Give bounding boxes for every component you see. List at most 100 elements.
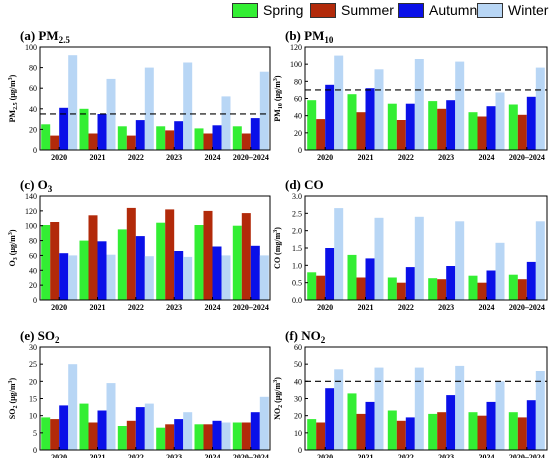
y-tick-label: 0 <box>33 296 37 305</box>
legend-swatch-winter <box>477 3 503 18</box>
bar-winter-2021 <box>374 217 384 300</box>
bar-summer-2020–2024 <box>241 133 251 150</box>
bar-summer-2024 <box>203 210 213 300</box>
x-tick-label: 2020–2024 <box>233 303 269 312</box>
bar-autumn-2022 <box>135 236 145 300</box>
bar-autumn-2020 <box>59 253 69 300</box>
x-tick-label: 2022 <box>128 153 144 162</box>
y-tick-label: 100 <box>25 43 37 52</box>
y-tick-label: 60 <box>294 343 302 352</box>
y-tick-label: 140 <box>25 192 37 201</box>
bar-autumn-2020–2024 <box>526 96 536 150</box>
panel-title: (b) PM10 <box>285 28 334 45</box>
y-tick-label: 40 <box>294 377 302 386</box>
legend-label-spring: Spring <box>263 2 304 18</box>
bar-winter-2020–2024 <box>535 371 545 450</box>
bar-autumn-2020 <box>59 405 69 450</box>
bar-autumn-2023 <box>446 266 456 300</box>
x-tick-label: 2023 <box>438 453 454 458</box>
x-tick-label: 2021 <box>90 153 106 162</box>
legend-swatch-summer <box>310 3 336 18</box>
x-tick-label: 2020 <box>317 453 333 458</box>
y-tick-label: 20 <box>294 412 302 421</box>
bar-winter-2020 <box>68 364 78 450</box>
bar-autumn-2020–2024 <box>526 400 536 450</box>
x-tick-label: 2020–2024 <box>233 453 269 458</box>
panel-6: 0 10 20 30 40 50 60 2020 2021 2022 2023 2024 2020–20… <box>273 328 548 458</box>
bar-winter-2020–2024 <box>259 396 269 450</box>
bar-autumn-2024 <box>486 270 496 300</box>
x-tick-label: 2021 <box>90 453 106 458</box>
bar-winter-2020–2024 <box>259 255 269 300</box>
bar-autumn-2023 <box>174 121 184 150</box>
x-tick-label: 2023 <box>166 153 182 162</box>
axes-frame <box>39 46 271 151</box>
y-tick-label: 120 <box>290 43 302 52</box>
bar-winter-2020–2024 <box>535 67 545 150</box>
bar-winter-2024 <box>221 255 231 300</box>
x-tick-label: 2022 <box>398 453 414 458</box>
x-tick-label: 2021 <box>358 303 374 312</box>
bar-spring-2020 <box>307 272 317 300</box>
x-tick-label: 2023 <box>166 303 182 312</box>
x-tick-label: 2022 <box>398 153 414 162</box>
bar-autumn-2023 <box>174 251 184 300</box>
bar-autumn-2020 <box>59 107 69 150</box>
bar-summer-2020–2024 <box>517 417 527 450</box>
bar-summer-2020 <box>50 222 60 300</box>
bar-spring-2020–2024 <box>508 104 518 150</box>
bar-winter-2020–2024 <box>259 71 269 150</box>
bar-spring-2020 <box>41 417 51 450</box>
bar-winter-2023 <box>183 412 193 450</box>
bar-summer-2023 <box>437 279 447 300</box>
panel-5: 0 5 10 15 20 25 30 2020 2021 2022 2023 2024 2020–202… <box>8 328 271 458</box>
bar-autumn-2022 <box>135 120 145 150</box>
panel-3: 0 20 40 60 80 100 120 140 2020 2021 2022 2023 2024 20… <box>8 177 271 312</box>
bar-spring-2021 <box>347 254 357 300</box>
bar-spring-2022 <box>117 126 127 150</box>
x-tick-label: 2020 <box>51 453 67 458</box>
bar-summer-2020–2024 <box>241 213 251 300</box>
x-tick-label: 2024 <box>479 453 495 458</box>
bar-spring-2024 <box>194 128 204 150</box>
y-tick-label: 15 <box>29 395 37 404</box>
bar-autumn-2021 <box>365 401 375 450</box>
bar-winter-2023 <box>183 62 193 150</box>
bar-spring-2022 <box>387 277 397 300</box>
bar-winter-2020 <box>68 55 78 151</box>
x-tick-label: 2023 <box>438 303 454 312</box>
bar-autumn-2020–2024 <box>250 118 260 150</box>
bar-summer-2021 <box>356 413 366 450</box>
bar-autumn-2020–2024 <box>250 245 260 300</box>
bar-spring-2024 <box>194 225 204 300</box>
bar-autumn-2020 <box>325 388 335 450</box>
x-tick-label: 2023 <box>166 453 182 458</box>
bar-autumn-2023 <box>446 395 456 450</box>
bar-spring-2020 <box>307 419 317 450</box>
y-tick-label: 120 <box>25 207 37 216</box>
bar-summer-2024 <box>203 424 213 451</box>
bar-spring-2023 <box>156 222 166 300</box>
panel-title: (c) O3 <box>20 177 53 194</box>
panel-1: 0 20 40 60 80 100 2020 2021 2022 2023 2024 2020–202… <box>8 28 271 162</box>
y-axis-label: NO2 (μg/m3) <box>273 377 284 420</box>
bar-spring-2023 <box>156 427 166 450</box>
bar-spring-2023 <box>428 278 438 300</box>
bar-autumn-2024 <box>212 246 222 300</box>
bar-autumn-2021 <box>97 114 107 150</box>
bar-autumn-2024 <box>212 420 222 450</box>
x-tick-label: 2020–2024 <box>509 153 545 162</box>
y-tick-label: 10 <box>294 429 302 438</box>
x-tick-label: 2024 <box>205 453 221 458</box>
y-tick-label: 40 <box>29 105 37 114</box>
x-tick-label: 2020–2024 <box>233 153 269 162</box>
y-tick-label: 3.0 <box>292 192 302 201</box>
bar-autumn-2022 <box>405 417 415 450</box>
bar-autumn-2020 <box>325 84 335 150</box>
bar-winter-2021 <box>374 69 384 150</box>
bar-autumn-2024 <box>486 401 496 450</box>
bar-summer-2022 <box>126 207 136 300</box>
bar-summer-2023 <box>165 130 175 150</box>
bar-spring-2021 <box>79 403 89 450</box>
